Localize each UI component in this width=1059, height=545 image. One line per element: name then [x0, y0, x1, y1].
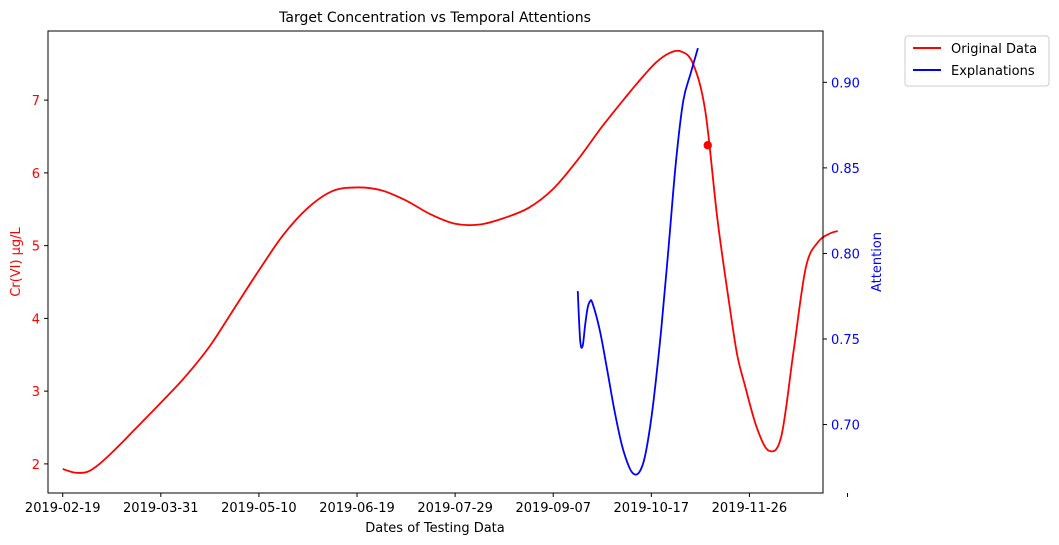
legend: Original Data Explanations [904, 35, 1050, 87]
x-tick-label: 2019-07-29 [417, 501, 493, 516]
right-y-tick-label: 0.85 [831, 162, 860, 177]
x-axis: 2019-02-19 2019-03-31 2019-05-10 2019-06-19… [25, 493, 849, 516]
legend-label-original: Original Data [951, 42, 1037, 57]
left-y-tick-label: 4 [32, 312, 40, 327]
series-layer [62, 47, 838, 476]
x-axis-label: Dates of Testing Data [365, 521, 505, 536]
x-tick-label: 2019-09-07 [515, 501, 591, 516]
plot-frame [47, 30, 824, 494]
x-tick-label: 2019-05-10 [221, 501, 297, 516]
x-tick-label: 2019-03-31 [123, 501, 199, 516]
legend-label-explanations: Explanations [951, 64, 1035, 79]
left-y-tick-label: 5 [32, 240, 40, 255]
series-line-original-data [62, 49, 838, 474]
right-y-axis: 0.70 0.75 0.80 0.85 0.90 [823, 76, 860, 434]
series-line-explanations [576, 47, 699, 476]
left-y-tick-label: 2 [32, 458, 40, 473]
right-y-tick-label: 0.75 [831, 333, 860, 348]
chart-title: Target Concentration vs Temporal Attenti… [278, 10, 591, 26]
left-y-tick-label: 3 [32, 385, 40, 400]
highlight-marker [703, 141, 712, 150]
right-y-tick-label: 0.80 [831, 247, 860, 262]
left-y-tick-label: 6 [32, 167, 40, 182]
x-tick-label: 2019-02-19 [25, 501, 101, 516]
left-y-axis: 2 3 4 5 6 7 [32, 94, 48, 473]
x-tick-label: 2019-10-17 [614, 501, 690, 516]
left-y-tick-label: 7 [32, 94, 40, 109]
x-tick-label: 2019-11-26 [712, 501, 788, 516]
left-y-axis-label: Cr(VI) μg/L [9, 226, 24, 296]
right-y-tick-label: 0.70 [831, 419, 860, 434]
right-y-axis-label: Attention [870, 232, 885, 292]
plot-background [48, 31, 823, 493]
right-y-tick-label: 0.90 [831, 76, 860, 91]
x-tick-label: 2019-06-19 [319, 501, 395, 516]
